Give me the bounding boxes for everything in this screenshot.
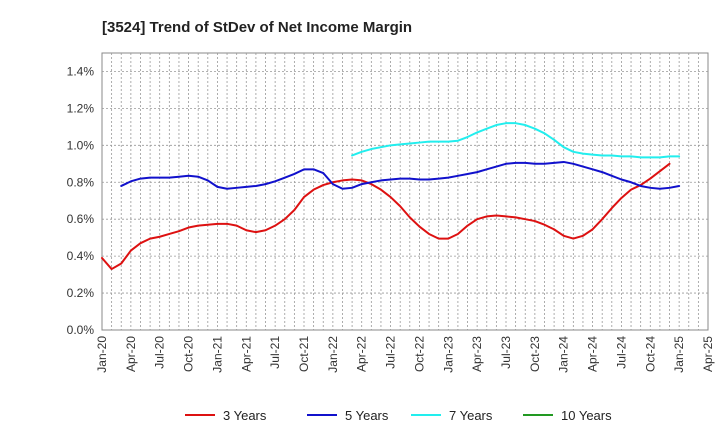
x-tick-label: Oct-22 xyxy=(412,336,426,372)
x-tick-label: Oct-21 xyxy=(297,336,311,372)
legend-label-3-years: 3 Years xyxy=(223,408,267,423)
x-tick-label: Jul-23 xyxy=(499,336,513,369)
plot-frame xyxy=(101,52,709,331)
x-tick-label: Apr-25 xyxy=(701,336,715,372)
y-tick-label: 0.6% xyxy=(67,212,95,226)
legend-label-10-years: 10 Years xyxy=(561,408,612,423)
y-tick-label: 1.0% xyxy=(67,138,95,152)
x-tick-label: Oct-20 xyxy=(182,336,196,372)
x-axis: Jan-20 Apr-20 Jul-20 Oct-20 Jan-21 Apr-21 Jul-… xyxy=(95,336,715,373)
chart-title: [3524] Trend of StDev of Net Income Marg… xyxy=(102,19,412,36)
x-tick-label: Jul-24 xyxy=(614,336,628,369)
legend-label-5-years: 5 Years xyxy=(345,408,389,423)
x-tick-label: Jan-21 xyxy=(210,336,224,373)
x-tick-label: Oct-23 xyxy=(528,336,542,372)
series-line-5-years xyxy=(120,160,681,190)
x-tick-label: Apr-22 xyxy=(355,336,369,372)
y-tick-label: 0.8% xyxy=(67,175,95,189)
x-tick-label: Apr-23 xyxy=(470,336,484,372)
y-tick-label: 1.2% xyxy=(67,101,95,115)
x-tick-label: Jan-25 xyxy=(672,336,686,373)
x-tick-label: Jan-22 xyxy=(326,336,340,373)
series-line-7-years xyxy=(351,122,681,159)
x-tick-label: Jan-24 xyxy=(557,336,571,373)
y-tick-label: 0.0% xyxy=(67,323,95,337)
series-layer xyxy=(101,122,681,271)
legend-label-7-years: 7 Years xyxy=(449,408,493,423)
x-tick-label: Apr-24 xyxy=(586,336,600,372)
x-tick-label: Jan-23 xyxy=(441,336,455,373)
series-line-3-years xyxy=(101,162,671,271)
y-axis: 0.0% 0.2% 0.4% 0.6% 0.8% 1.0% 1.2% 1.4% xyxy=(67,64,95,337)
x-tick-label: Apr-21 xyxy=(239,336,253,372)
x-tick-label: Jul-22 xyxy=(384,336,398,369)
y-tick-label: 1.4% xyxy=(67,64,95,78)
legend: 3 Years 5 Years 7 Years 10 Years xyxy=(185,408,612,423)
x-tick-label: Jan-20 xyxy=(95,336,109,373)
y-tick-label: 0.4% xyxy=(67,249,95,263)
x-tick-label: Oct-24 xyxy=(643,336,657,372)
plot-area xyxy=(101,52,709,331)
x-tick-label: Apr-20 xyxy=(124,336,138,372)
x-tick-label: Jul-21 xyxy=(268,336,282,369)
x-tick-label: Jul-20 xyxy=(153,336,167,369)
y-tick-label: 0.2% xyxy=(67,286,95,300)
